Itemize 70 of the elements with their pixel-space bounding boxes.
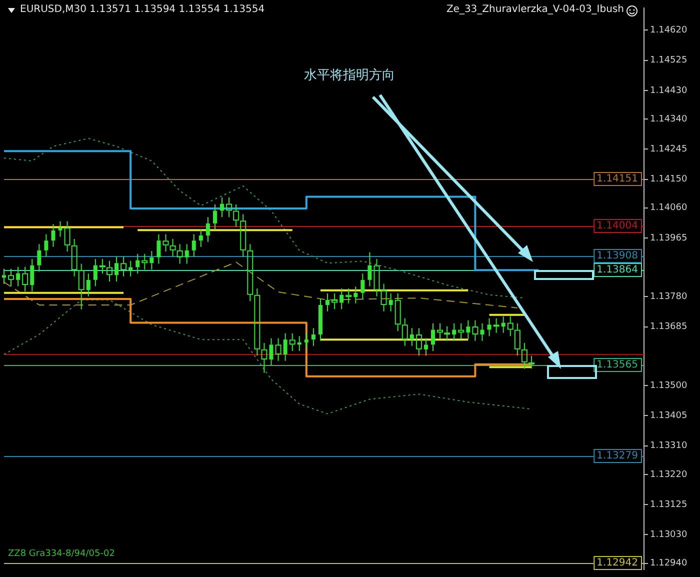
candlestick: [466, 320, 470, 340]
line-series: [4, 299, 532, 414]
candlestick: [311, 328, 316, 346]
y-tick-label: 1.13125: [650, 500, 688, 510]
candlestick: [283, 332, 288, 362]
ref-line-label: 1.14151: [596, 174, 638, 185]
candlestick: [37, 244, 42, 272]
y-tick-label: 1.14245: [650, 144, 688, 155]
candlestick: [114, 256, 119, 282]
candlestick: [368, 252, 372, 287]
candlestick: [86, 273, 90, 297]
candlestick: [184, 244, 189, 264]
candlestick: [128, 260, 133, 277]
annotation: 水平将指明方向: [304, 67, 395, 84]
candlestick: [269, 338, 274, 366]
candlestick: [340, 288, 344, 310]
candlestick: [58, 220, 62, 238]
ref-line-label: 1.14004: [596, 220, 638, 232]
candlestick: [198, 228, 203, 248]
line-series: [4, 262, 518, 308]
candlestick: [212, 204, 217, 230]
y-tick-label: 1.14430: [650, 86, 688, 96]
y-tick-label: 1.14620: [650, 26, 688, 36]
candlestick: [30, 258, 34, 292]
candlestick: [326, 293, 330, 312]
y-tick-label: 1.13965: [650, 233, 688, 244]
y-tick-label: 1.13780: [650, 292, 688, 302]
y-tick-label: 1.13310: [650, 441, 688, 452]
chart-title: EURUSD,M30 1.13571 1.13594 1.13554 1.13554: [20, 4, 265, 15]
y-tick-label: 1.13220: [650, 470, 688, 480]
candlestick: [304, 332, 308, 350]
candlestick: [424, 338, 428, 356]
candlestick: [150, 250, 154, 270]
annotation: Ze_33_Zhuravlerzka_V-04-03_Ibush: [446, 4, 624, 15]
y-tick-label: 1.13405: [650, 411, 688, 422]
y-tick-label: 1.13030: [650, 530, 688, 540]
candlestick: [388, 293, 393, 312]
candlestick: [487, 318, 492, 337]
candlestick: [136, 253, 140, 274]
candlestick: [501, 316, 506, 334]
y-tick-label: 1.14525: [650, 56, 688, 66]
candlestick: [206, 216, 210, 242]
candlestick: [452, 322, 456, 342]
y-tick-label: 1.13685: [650, 322, 688, 332]
y-tick-label: 1.12940: [650, 558, 688, 569]
y-tick-label: 1.13500: [650, 380, 688, 391]
ref-line-label: 1.13565: [596, 360, 638, 371]
line-series: [4, 138, 525, 298]
y-tick-label: 1.14150: [650, 174, 688, 185]
candlestick: [51, 224, 56, 248]
candlestick: [431, 322, 436, 352]
ref-line-label: 1.13908: [596, 250, 638, 262]
candlestick: [318, 298, 322, 342]
ref-line-label: 1.13864: [596, 264, 638, 276]
candlestick: [360, 273, 365, 300]
candlestick: [480, 322, 484, 342]
candlestick: [93, 258, 98, 287]
annotation: ZZ8 Gra334-8/94/05-02: [8, 549, 115, 559]
candlestick: [192, 234, 196, 258]
candlestick: [354, 286, 358, 304]
y-tick-label: 1.14340: [650, 114, 688, 124]
candlestick: [44, 234, 48, 258]
candlestick: [156, 234, 161, 264]
candlestick: [16, 266, 20, 287]
ref-line-label: 1.12942: [596, 558, 638, 569]
y-tick-label: 1.14060: [650, 203, 688, 214]
candlestick: [410, 328, 414, 346]
candlestick: [220, 196, 224, 218]
candlestick: [2, 268, 6, 285]
ref-line-label: 1.13279: [596, 450, 638, 462]
